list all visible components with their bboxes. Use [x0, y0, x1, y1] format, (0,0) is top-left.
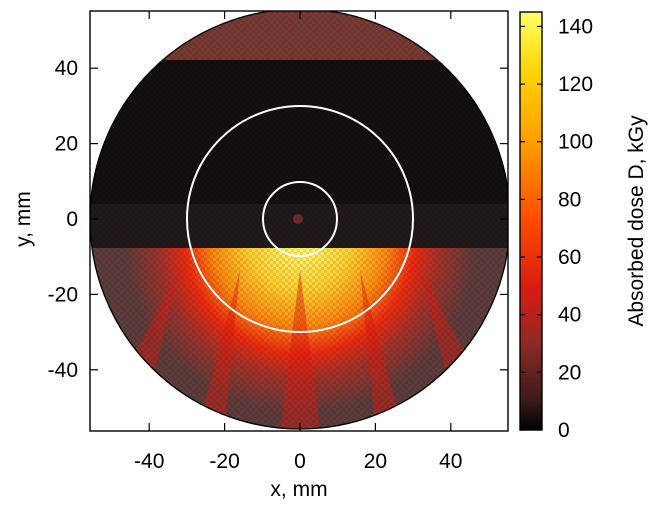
colorbar-gradient	[520, 12, 542, 430]
center-spot	[293, 214, 303, 224]
y-axis-label: y, mm	[12, 191, 35, 247]
colorbar-tick-label: 140	[558, 15, 593, 38]
y-ticks: 40 20 0 -20 -40	[48, 57, 508, 382]
colorbar-tick-label: 0	[558, 419, 570, 442]
x-ticks: -40 -20 0 20 40	[134, 11, 462, 473]
colorbar-ticks: 0 20 40 60 80 100 120 140	[520, 15, 593, 442]
colorbar-label: Absorbed dose D, kGy	[625, 115, 648, 327]
colorbar-frame	[519, 11, 543, 431]
colorbar-tick-label: 60	[558, 246, 581, 269]
colorbar-tick-label: 100	[558, 131, 593, 154]
y-tick-label: 40	[55, 57, 78, 80]
x-tick-label: -20	[209, 450, 239, 473]
reference-circle-outer	[186, 105, 414, 333]
colorbar-tick-label: 20	[558, 361, 581, 384]
x-tick-label: 0	[294, 450, 306, 473]
x-tick-label: 40	[439, 450, 462, 473]
y-tick-label: -20	[48, 283, 78, 306]
colorbar-tick-label: 80	[558, 188, 581, 211]
colorbar-tick-label: 40	[558, 304, 581, 327]
y-tick-label: 0	[66, 208, 78, 231]
colorbar-tick-label: 120	[558, 73, 593, 96]
x-tick-label: -40	[134, 450, 164, 473]
y-tick-label: 20	[55, 133, 78, 156]
plot-area	[90, 11, 508, 430]
y-tick-label: -40	[48, 359, 78, 382]
reference-circle-inner	[262, 181, 338, 257]
plot-frame	[89, 10, 509, 432]
x-tick-label: 20	[364, 450, 387, 473]
x-axis-label: x, mm	[270, 478, 327, 501]
